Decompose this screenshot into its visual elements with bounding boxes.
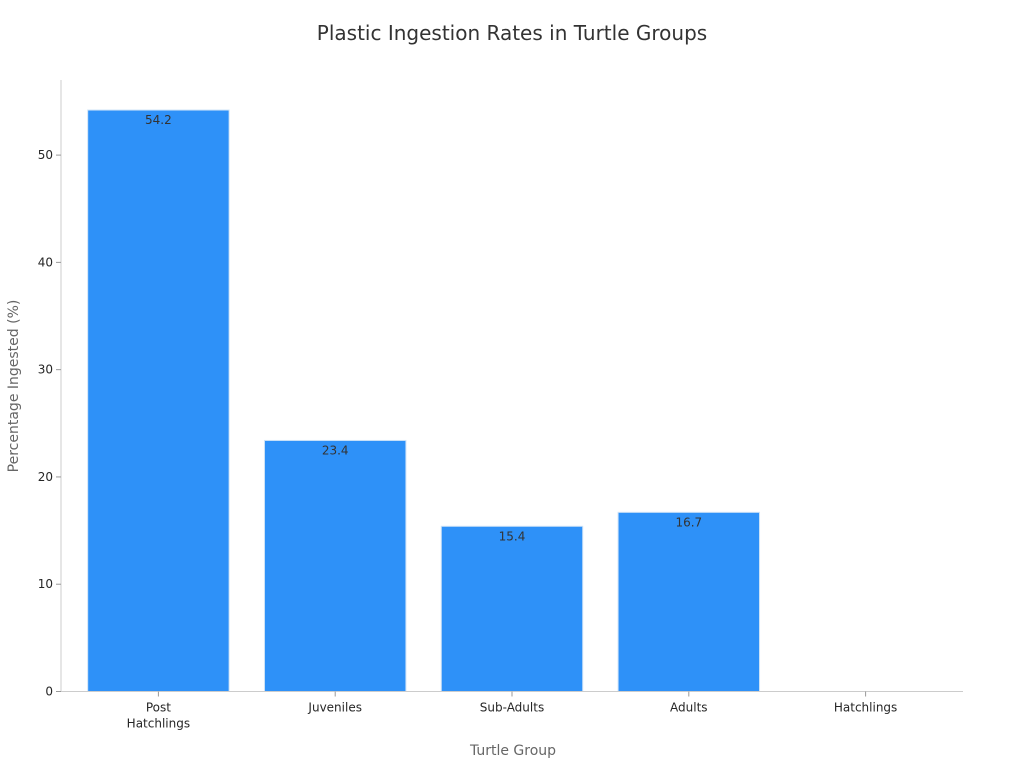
x-tick-label: Juveniles (307, 701, 362, 715)
bar-value-label: 23.4 (322, 443, 349, 457)
y-ticks-group: 0 10 20 30 40 50 (38, 148, 61, 699)
bar-labels-group: 54.2 23.4 15.4 16.7 (145, 113, 702, 543)
y-tick-label: 40 (38, 255, 53, 269)
x-tick-label: Post (146, 701, 171, 715)
y-axis-label: Percentage Ingested (%) (6, 300, 22, 473)
y-tick-label: 0 (45, 685, 53, 699)
bar (263, 439, 407, 692)
y-tick-label: 20 (38, 470, 53, 484)
x-axis-label: Turtle Group (469, 743, 556, 759)
bar (440, 525, 584, 692)
x-tick-label: Adults (670, 701, 708, 715)
bars-group (87, 109, 761, 693)
bar (87, 109, 230, 693)
chart-title: Plastic Ingestion Rates in Turtle Groups (317, 21, 707, 45)
bar-value-label: 54.2 (145, 113, 172, 127)
y-tick-label: 50 (38, 148, 53, 162)
bar (617, 511, 761, 693)
x-ticks-group: Post Hatchlings Juveniles Sub-Adults Adults H… (127, 691, 897, 731)
x-tick-label: Hatchlings (127, 717, 190, 731)
y-tick-label: 10 (38, 577, 53, 591)
bar-value-label: 16.7 (675, 515, 702, 529)
y-tick-label: 30 (38, 363, 53, 377)
x-tick-label: Hatchlings (834, 701, 897, 715)
x-tick-label: Sub-Adults (480, 701, 544, 715)
bar-value-label: 15.4 (499, 529, 526, 543)
